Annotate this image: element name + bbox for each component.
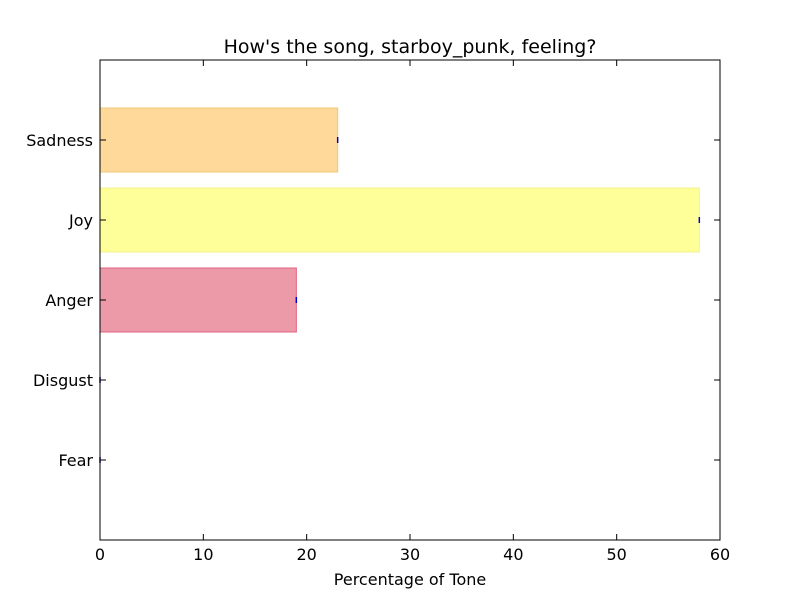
chart-title: How's the song, starboy_punk, feeling?: [224, 36, 597, 58]
ticks-layer: Fear Disgust Anger Joy Sadness 0 10 20 30 40 50 60: [26, 60, 730, 564]
y-tick-label-fear: Fear: [58, 451, 93, 470]
x-tick-label: 20: [296, 545, 316, 564]
x-axis-label: Percentage of Tone: [334, 570, 486, 589]
x-tick-label: 40: [503, 545, 523, 564]
x-tick-label: 60: [710, 545, 730, 564]
y-tick-label-disgust: Disgust: [33, 371, 93, 390]
x-tick-label: 10: [193, 545, 213, 564]
x-tick-label: 50: [606, 545, 626, 564]
x-tick-label: 0: [95, 545, 105, 564]
bar-joy: [99, 187, 700, 253]
bar-sadness: [99, 107, 339, 173]
bars-layer: [99, 107, 701, 463]
x-tick-label: 30: [400, 545, 420, 564]
y-tick-label-joy: Joy: [68, 211, 93, 230]
y-tick-label-sadness: Sadness: [26, 131, 93, 150]
y-tick-label-anger: Anger: [45, 291, 93, 310]
bar-anger: [99, 267, 297, 333]
